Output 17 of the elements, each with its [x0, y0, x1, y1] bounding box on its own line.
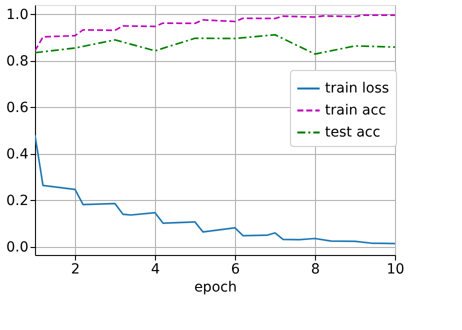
- y-tick-label: 0.4: [6, 146, 29, 162]
- legend-label: train loss: [325, 80, 390, 96]
- legend-label: train acc: [325, 102, 386, 118]
- y-tick-label: 0.2: [6, 192, 28, 209]
- x-axis-title: epoch: [194, 280, 237, 296]
- y-tick-label: 1.0: [6, 6, 28, 23]
- legend-label: test acc: [325, 124, 380, 140]
- y-tick-label: 0.8: [6, 53, 28, 70]
- y-tick-label: 0.0: [6, 239, 28, 256]
- y-tick-label: 0.6: [6, 100, 29, 116]
- x-tick-label: 8: [311, 262, 320, 278]
- x-tick-label: 6: [231, 262, 240, 278]
- x-tick-label: 4: [151, 262, 160, 278]
- line-series: [35, 34, 395, 55]
- x-tick-label: 2: [71, 262, 80, 278]
- x-tick-label: 10: [386, 262, 404, 278]
- line-series: [35, 14, 395, 52]
